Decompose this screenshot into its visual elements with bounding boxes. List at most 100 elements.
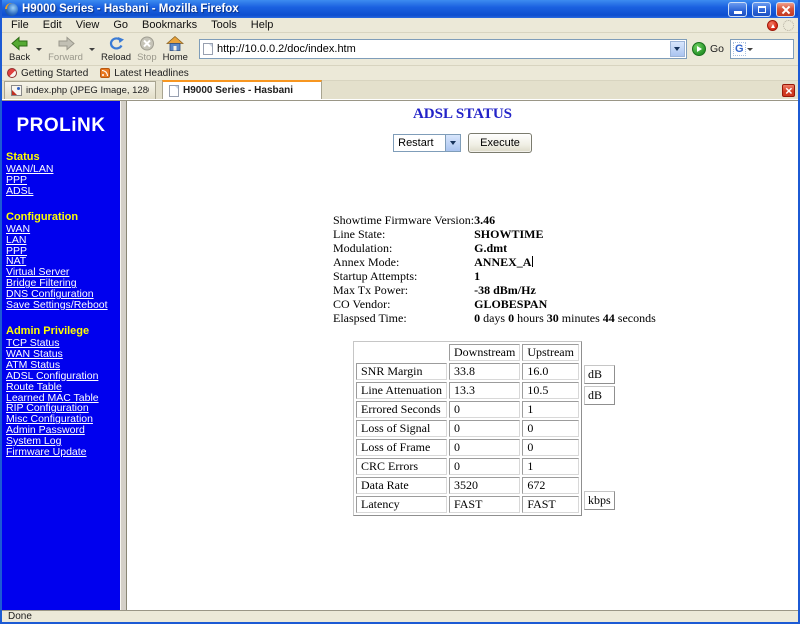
column-header-upstream: Upstream — [522, 344, 579, 361]
unit-cell — [584, 512, 615, 531]
sidebar-link-wan[interactable]: WAN — [6, 222, 31, 235]
close-window-button[interactable] — [776, 1, 795, 17]
home-icon — [166, 35, 185, 51]
bookmark-getting-started[interactable]: Getting Started — [7, 68, 88, 79]
row-label: Line Attenuation — [356, 382, 447, 399]
downstream-value: 0 — [448, 401, 521, 418]
sidebar-link-admin-password[interactable]: Admin Password — [6, 424, 85, 437]
row-label: Data Rate — [356, 477, 447, 494]
section-heading: Status — [6, 151, 40, 163]
sidebar-link-firmware-update[interactable]: Firmware Update — [6, 446, 87, 459]
tab-h9000-series[interactable]: H9000 Series - Hasbani — [162, 80, 322, 99]
field-label: Line State: — [333, 227, 386, 241]
firefox-icon — [5, 2, 18, 16]
go-icon — [691, 42, 706, 56]
row-label: Loss of Frame — [356, 439, 447, 456]
row-label: CRC Errors — [356, 458, 447, 475]
field-value: ANNEX_A — [474, 255, 534, 269]
restore-button[interactable] — [752, 1, 771, 17]
page-favicon — [202, 43, 213, 55]
sidebar-link-lan[interactable]: LAN — [6, 233, 27, 246]
minimize-button[interactable] — [728, 1, 747, 17]
menu-bookmarks[interactable]: Bookmarks — [142, 19, 198, 31]
getting-started-icon — [7, 68, 17, 78]
downstream-value: 0 — [448, 458, 521, 475]
table-row: SNR Margin 33.8 16.0 — [356, 363, 579, 380]
action-select[interactable]: Restart — [393, 134, 462, 152]
action-select-value: Restart — [398, 137, 434, 149]
table-row: Loss of Signal 0 0 — [356, 420, 579, 437]
status-field-row: Showtime Firmware Version: 3.46 — [333, 213, 656, 227]
sidebar-link-bridge-filtering[interactable]: Bridge Filtering — [6, 277, 77, 290]
unit-cell — [584, 407, 615, 426]
google-search-icon[interactable]: G — [733, 42, 746, 56]
reload-button[interactable]: Reload — [98, 34, 134, 65]
search-input[interactable] — [752, 42, 791, 56]
sidebar-link-virtual-server[interactable]: Virtual Server — [6, 266, 70, 279]
url-input[interactable] — [216, 41, 670, 57]
sidebar-link-learned-mac-table[interactable]: Learned MAC Table — [6, 391, 99, 404]
upstream-value: 1 — [522, 401, 579, 418]
sidebar-link-system-log[interactable]: System Log — [6, 435, 62, 448]
search-engine-caret[interactable] — [746, 47, 753, 51]
sidebar-link-wan-status[interactable]: WAN Status — [6, 347, 63, 360]
sidebar-link-rip-configuration[interactable]: RIP Configuration — [6, 402, 89, 415]
menu-tools[interactable]: Tools — [211, 19, 237, 31]
sidebar-link-atm-status[interactable]: ATM Status — [6, 358, 61, 371]
back-button[interactable]: Back — [6, 34, 33, 65]
status-field-row: CO Vendor: GLOBESPAN — [333, 297, 656, 311]
select-dropdown-button[interactable] — [445, 135, 461, 151]
downstream-value: FAST — [448, 496, 521, 513]
elapsed-minutes: 30 — [546, 311, 559, 325]
field-label: Startup Attempts: — [333, 269, 418, 283]
menu-go[interactable]: Go — [113, 19, 129, 31]
menu-edit[interactable]: Edit — [42, 19, 62, 31]
sidebar-link-dns-configuration[interactable]: DNS Configuration — [6, 288, 94, 301]
field-value: SHOWTIME — [474, 227, 544, 241]
page-title: ADSL STATUS — [412, 106, 513, 122]
url-history-dropdown[interactable] — [669, 41, 685, 57]
forward-button[interactable]: Forward — [45, 34, 86, 65]
sidebar-link-adsl-configuration[interactable]: ADSL Configuration — [6, 369, 99, 382]
field-label: Showtime Firmware Version: — [333, 213, 475, 227]
status-field-row: Annex Mode: ANNEX_A — [333, 255, 656, 269]
menu-view[interactable]: View — [75, 19, 100, 31]
reload-icon — [109, 36, 125, 49]
back-dropdown-caret[interactable] — [36, 47, 43, 51]
image-file-icon — [11, 85, 22, 96]
stop-icon — [139, 36, 154, 50]
field-label: Max Tx Power: — [333, 283, 409, 297]
stop-button[interactable]: Stop — [134, 34, 160, 65]
forward-dropdown-caret[interactable] — [88, 47, 95, 51]
unit-cell: kbps — [583, 491, 615, 510]
upstream-value: 672 — [522, 477, 579, 494]
table-row: Latency FAST FAST — [356, 496, 579, 513]
go-button[interactable]: Go — [691, 42, 724, 56]
table-row: CRC Errors 0 1 — [356, 458, 579, 475]
sidebar-link-wan-lan[interactable]: WAN/LAN — [6, 163, 54, 175]
restore-icon — [757, 5, 766, 13]
menu-file[interactable]: File — [11, 19, 29, 31]
menu-help[interactable]: Help — [250, 19, 274, 31]
execute-button[interactable]: Execute — [468, 133, 532, 153]
close-tab-button[interactable] — [782, 84, 795, 97]
adsl-stats-table: Downstream Upstream SNR Margin 33.8 16.0… — [353, 341, 798, 533]
sidebar-link-adsl-status[interactable]: ADSL — [6, 184, 34, 197]
sidebar-link-ppp-status[interactable]: PPP — [6, 173, 28, 186]
sidebar-link-nat[interactable]: NAT — [6, 255, 27, 268]
sidebar-link-misc-configuration[interactable]: Misc Configuration — [6, 413, 93, 426]
sidebar-link-tcp-status[interactable]: TCP Status — [6, 336, 60, 349]
frame-divider[interactable] — [120, 101, 127, 610]
home-button[interactable]: Home — [160, 34, 191, 65]
sidebar-link-route-table[interactable]: Route Table — [6, 380, 62, 393]
downstream-value: 0 — [448, 420, 521, 437]
sidebar-link-save-settings-reboot[interactable]: Save Settings/Reboot — [6, 299, 108, 312]
update-notification-icon[interactable] — [767, 19, 778, 31]
sidebar-link-ppp[interactable]: PPP — [6, 244, 28, 257]
sidebar-section-status: Status WAN/LAN PPP ADSL — [6, 151, 120, 197]
bookmark-latest-headlines[interactable]: Latest Headlines — [100, 68, 189, 79]
tab-jpeg-image[interactable]: index.php (JPEG Image, 1280x800 pixels) … — [4, 81, 156, 99]
elapsed-hours: 0 — [508, 311, 515, 325]
corner-cell — [356, 344, 447, 361]
